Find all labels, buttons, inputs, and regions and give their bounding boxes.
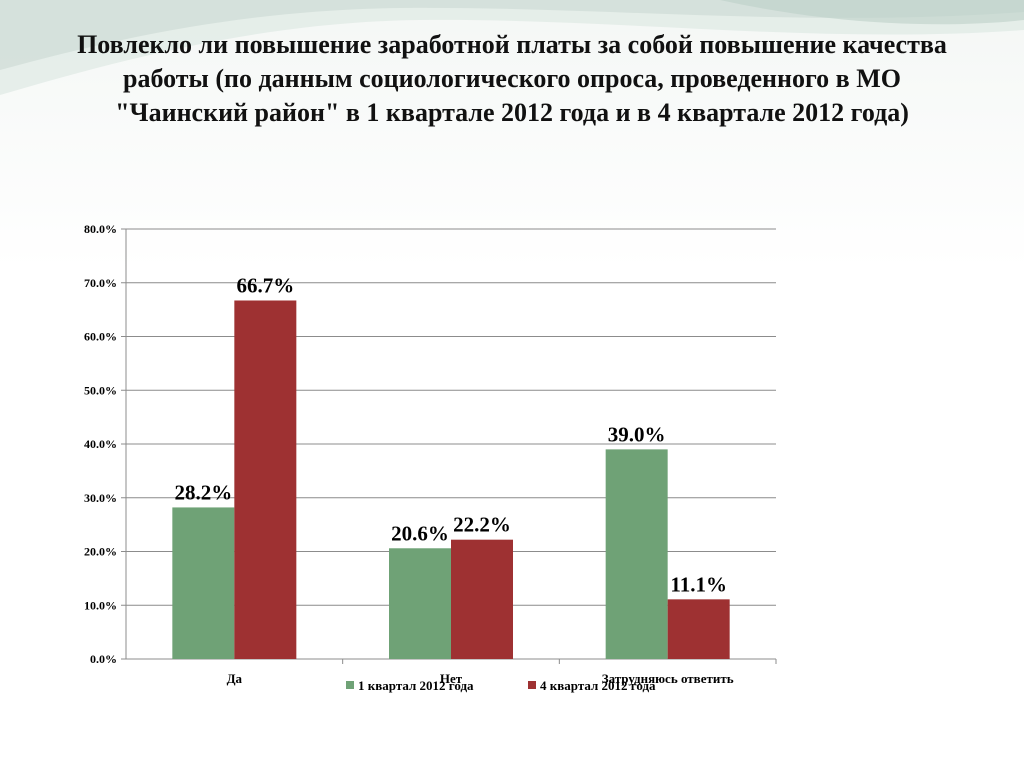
- data-label: 28.2%: [174, 480, 232, 504]
- x-tick-label: Нет: [440, 671, 463, 686]
- header-decoration: [0, 0, 1024, 95]
- y-tick-label: 70.0%: [84, 276, 117, 290]
- bar: [389, 548, 451, 659]
- legend-label: 4 квартал 2012 года: [540, 678, 656, 693]
- x-tick-label: Затрудняюсь ответить: [602, 671, 734, 686]
- data-label: 66.7%: [236, 273, 294, 297]
- bar: [605, 449, 668, 659]
- data-label: 11.1%: [670, 572, 727, 596]
- y-tick-label: 0.0%: [90, 652, 117, 666]
- legend-swatch: [528, 681, 536, 689]
- bar: [234, 300, 297, 659]
- x-tick-label: Да: [227, 671, 243, 686]
- data-label: 20.6%: [391, 521, 449, 545]
- legend-label: 1 квартал 2012 года: [358, 678, 474, 693]
- y-tick-label: 40.0%: [84, 437, 117, 451]
- bar: [451, 539, 513, 659]
- legend-swatch: [346, 681, 354, 689]
- bar: [667, 599, 730, 659]
- data-label: 39.0%: [608, 422, 666, 446]
- slide-title: Повлекло ли повышение заработной платы з…: [77, 30, 947, 127]
- y-tick-label: 20.0%: [84, 545, 117, 559]
- bar: [172, 507, 235, 659]
- y-tick-label: 60.0%: [84, 330, 117, 344]
- y-tick-label: 30.0%: [84, 491, 117, 505]
- data-label: 22.2%: [453, 513, 511, 537]
- y-tick-label: 50.0%: [84, 383, 117, 397]
- y-tick-label: 10.0%: [84, 598, 117, 612]
- y-tick-label: 80.0%: [84, 222, 117, 236]
